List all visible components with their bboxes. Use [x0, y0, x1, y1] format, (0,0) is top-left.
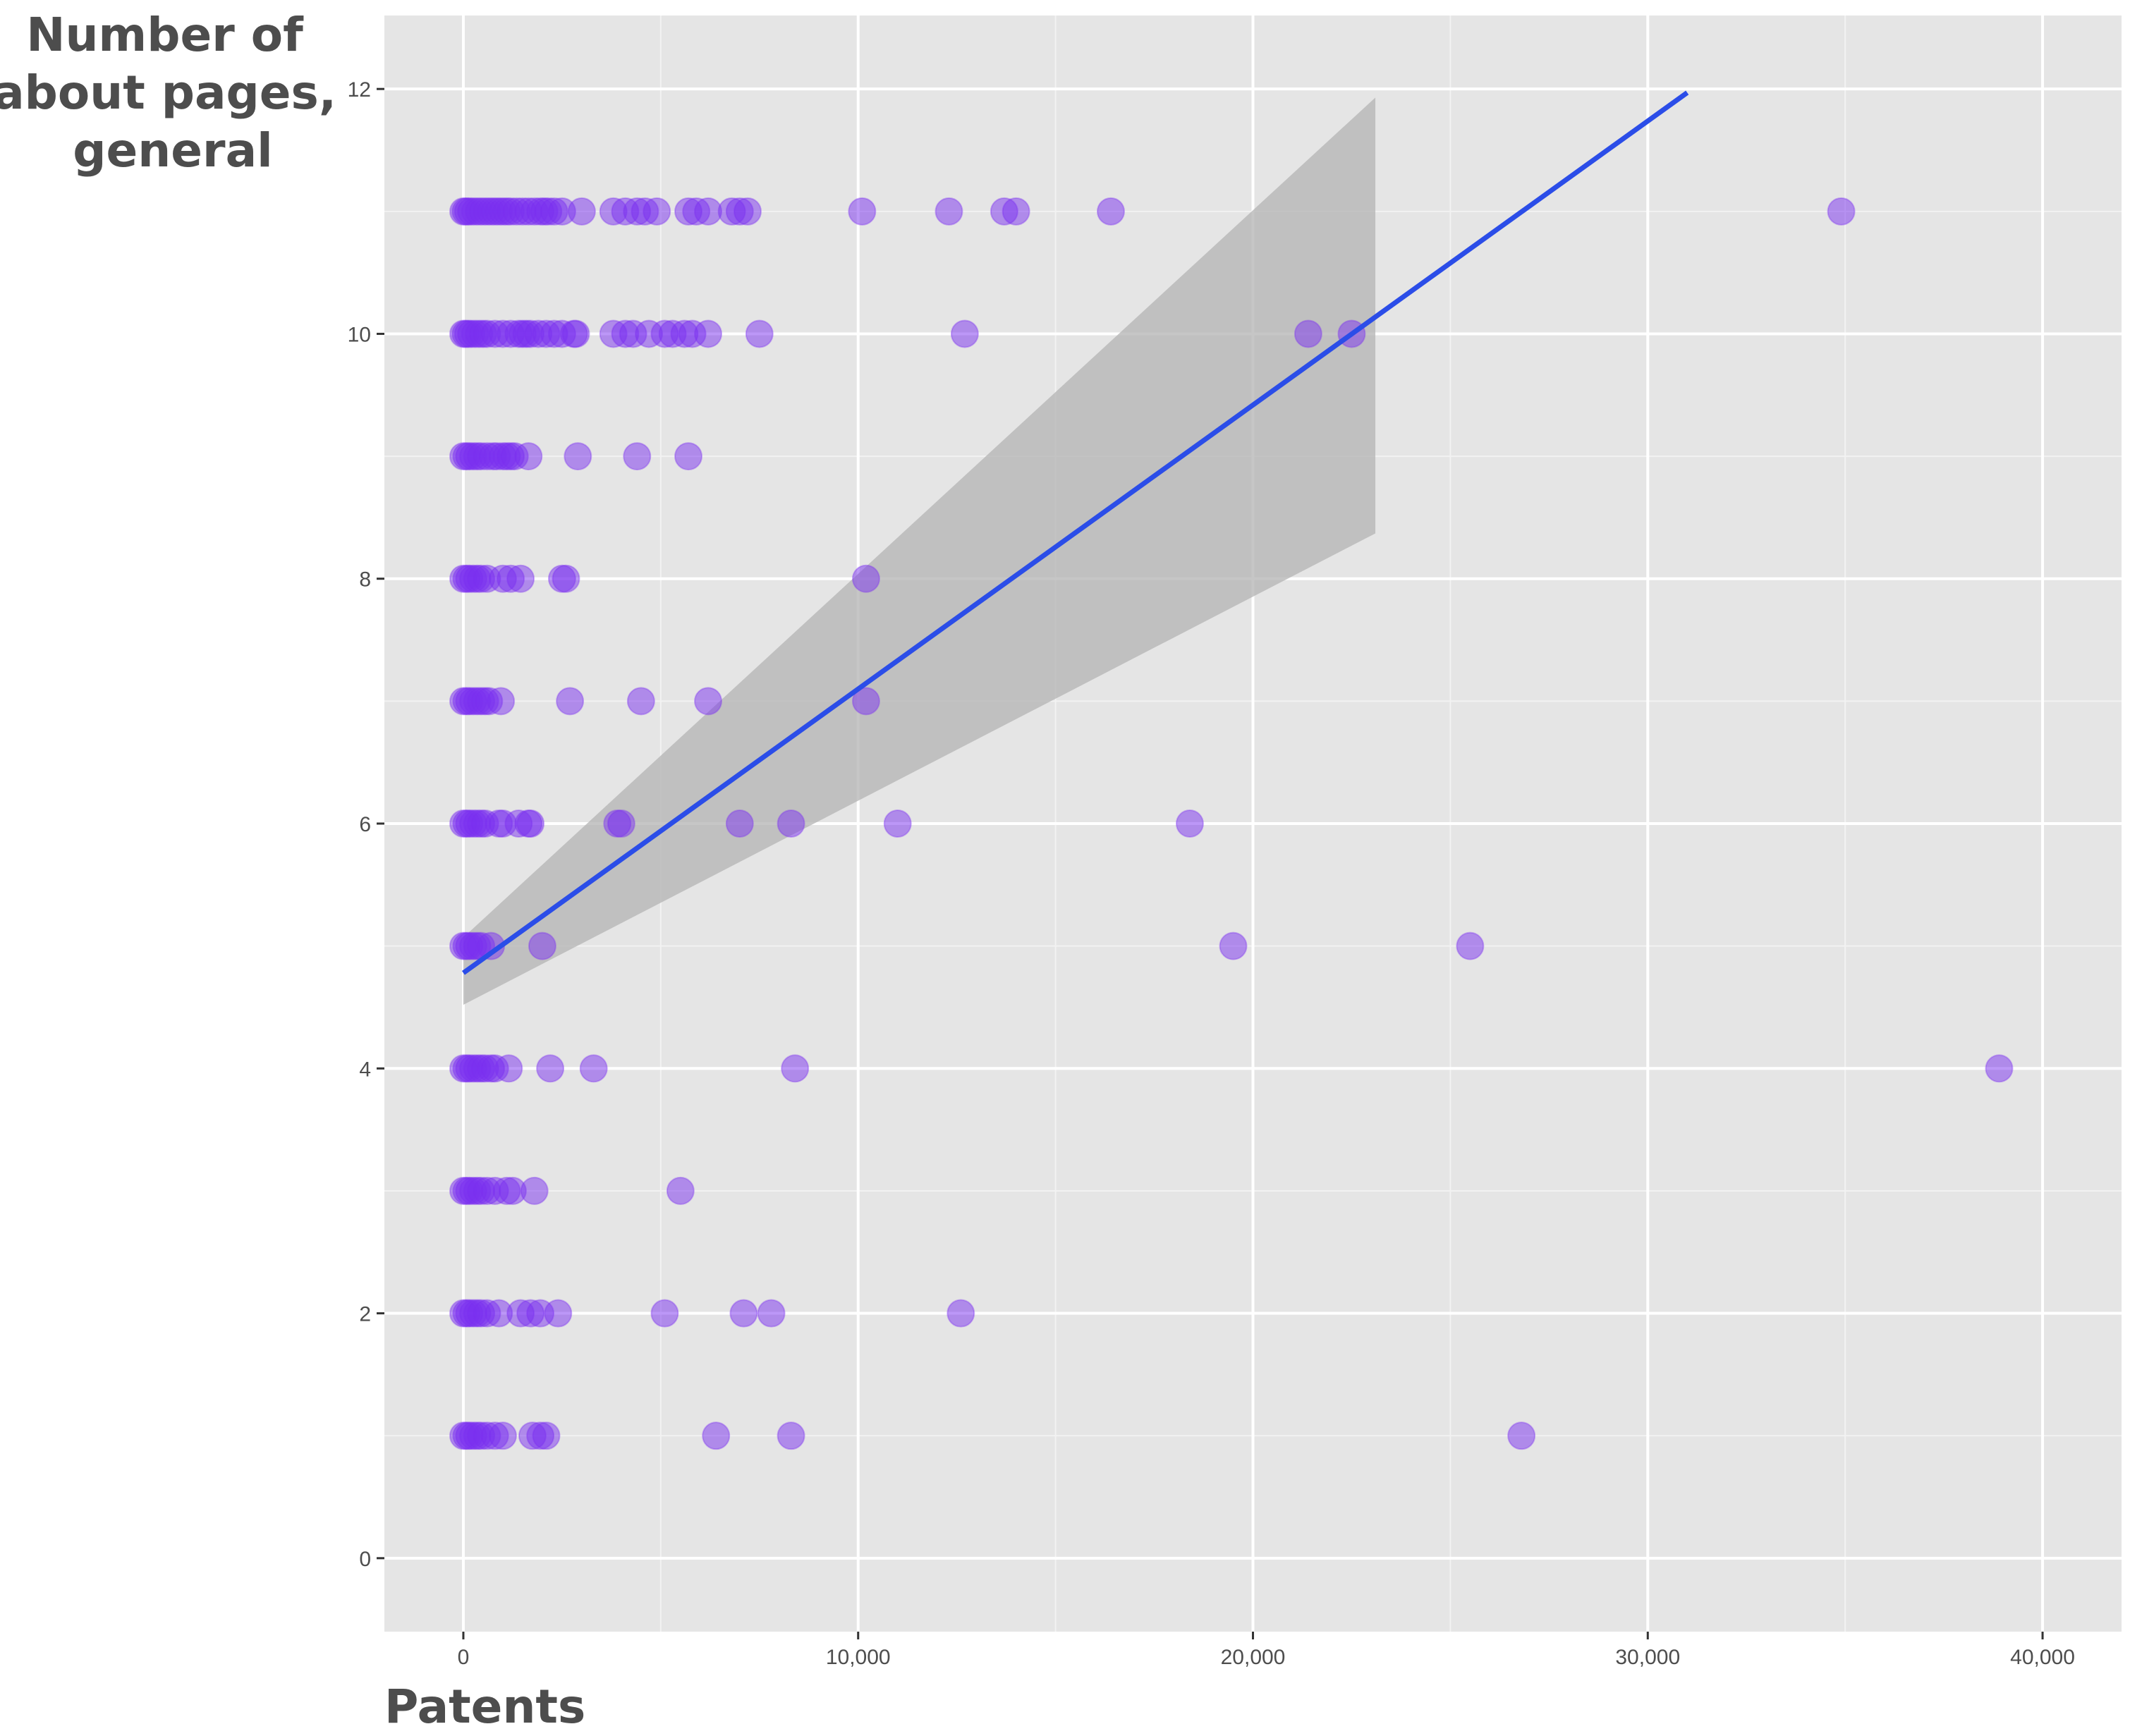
data-point [675, 443, 702, 470]
data-point [1220, 933, 1247, 960]
data-point [1097, 198, 1124, 225]
data-point [515, 443, 542, 470]
data-point [695, 198, 722, 225]
data-point [1456, 933, 1483, 960]
y-tick-label: 6 [359, 813, 371, 836]
data-point [487, 687, 514, 714]
data-point [533, 1422, 560, 1449]
data-point [643, 198, 670, 225]
data-point [489, 1422, 516, 1449]
y-tick-label: 2 [359, 1303, 371, 1326]
y-tick-label: 4 [359, 1058, 371, 1081]
data-point [695, 320, 722, 347]
data-point [848, 198, 875, 225]
y-axis-title: Number of about pages, general [0, 8, 353, 178]
y-tick-label: 8 [359, 568, 371, 592]
data-point [726, 810, 753, 837]
x-tick-label: 40,000 [2010, 1646, 2075, 1669]
data-point [951, 320, 978, 347]
data-point [568, 198, 595, 225]
data-point [781, 1055, 808, 1082]
data-point [935, 198, 962, 225]
y-axis-title-line-3: general [73, 123, 272, 178]
x-axis-title: Patents [384, 1680, 585, 1734]
data-point [1828, 198, 1855, 225]
data-point [537, 1055, 564, 1082]
x-tick-label: 30,000 [1615, 1646, 1680, 1669]
data-point [730, 1300, 757, 1327]
data-point [778, 810, 805, 837]
data-point [651, 1300, 678, 1327]
data-point [778, 1422, 805, 1449]
data-point [495, 1055, 522, 1082]
data-point [544, 1300, 571, 1327]
data-point [1508, 1422, 1535, 1449]
y-tick-label: 10 [348, 323, 371, 346]
data-point [746, 320, 773, 347]
data-point [580, 1055, 607, 1082]
data-point [947, 1300, 974, 1327]
data-point [758, 1300, 785, 1327]
data-point [529, 933, 556, 960]
data-point [521, 1178, 548, 1204]
data-point [628, 687, 655, 714]
data-point [507, 566, 534, 592]
y-axis-title-line-1: Number of [26, 8, 304, 62]
x-tick-label: 20,000 [1221, 1646, 1286, 1669]
data-point [1176, 810, 1203, 837]
data-point [608, 810, 635, 837]
x-tick-label: 0 [458, 1646, 470, 1669]
data-point [552, 566, 579, 592]
data-point [695, 687, 722, 714]
data-point [517, 810, 544, 837]
x-tick-label: 10,000 [826, 1646, 891, 1669]
data-point [1295, 320, 1322, 347]
data-point [853, 566, 880, 592]
data-point [623, 443, 650, 470]
data-point [556, 687, 583, 714]
y-axis-title-line-2: about pages, [0, 66, 336, 120]
y-tick-label: 0 [359, 1548, 371, 1571]
data-point [1003, 198, 1030, 225]
data-point [562, 320, 589, 347]
y-axis: 024681012 [348, 78, 384, 1571]
data-point [702, 1422, 729, 1449]
x-axis: 0 10,000 20,000 30,000 40,000 [458, 1632, 2075, 1669]
data-point [734, 198, 761, 225]
data-point [1985, 1055, 2012, 1082]
data-point [667, 1178, 694, 1204]
data-point [564, 443, 591, 470]
data-point [884, 810, 911, 837]
